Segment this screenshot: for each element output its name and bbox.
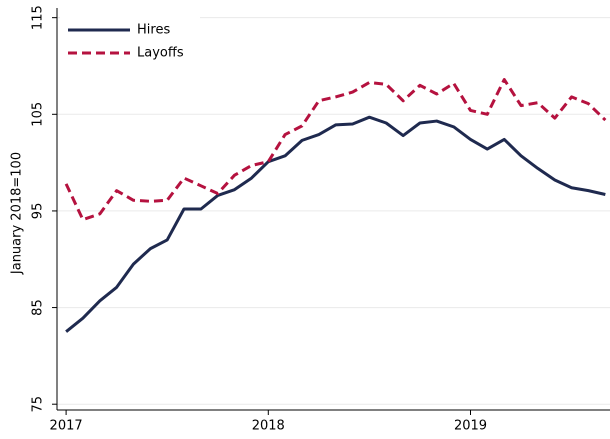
y-tick-label: 95 — [31, 203, 46, 220]
y-tick-label: 115 — [31, 5, 46, 30]
x-tick-label: 2018 — [252, 419, 285, 434]
y-tick-label: 85 — [31, 299, 46, 316]
legend-label: Hires — [137, 23, 170, 38]
legend-label: Layoffs — [137, 46, 184, 61]
x-tick-label: 2019 — [454, 419, 487, 434]
y-axis-label: January 2018=100 — [10, 152, 25, 275]
legend-box — [60, 15, 200, 67]
y-tick-label: 105 — [31, 102, 46, 127]
line-series — [65, 115, 606, 333]
x-tick-label: 2017 — [50, 419, 83, 434]
line-series — [64, 78, 607, 222]
y-tick-label: 75 — [31, 396, 46, 413]
